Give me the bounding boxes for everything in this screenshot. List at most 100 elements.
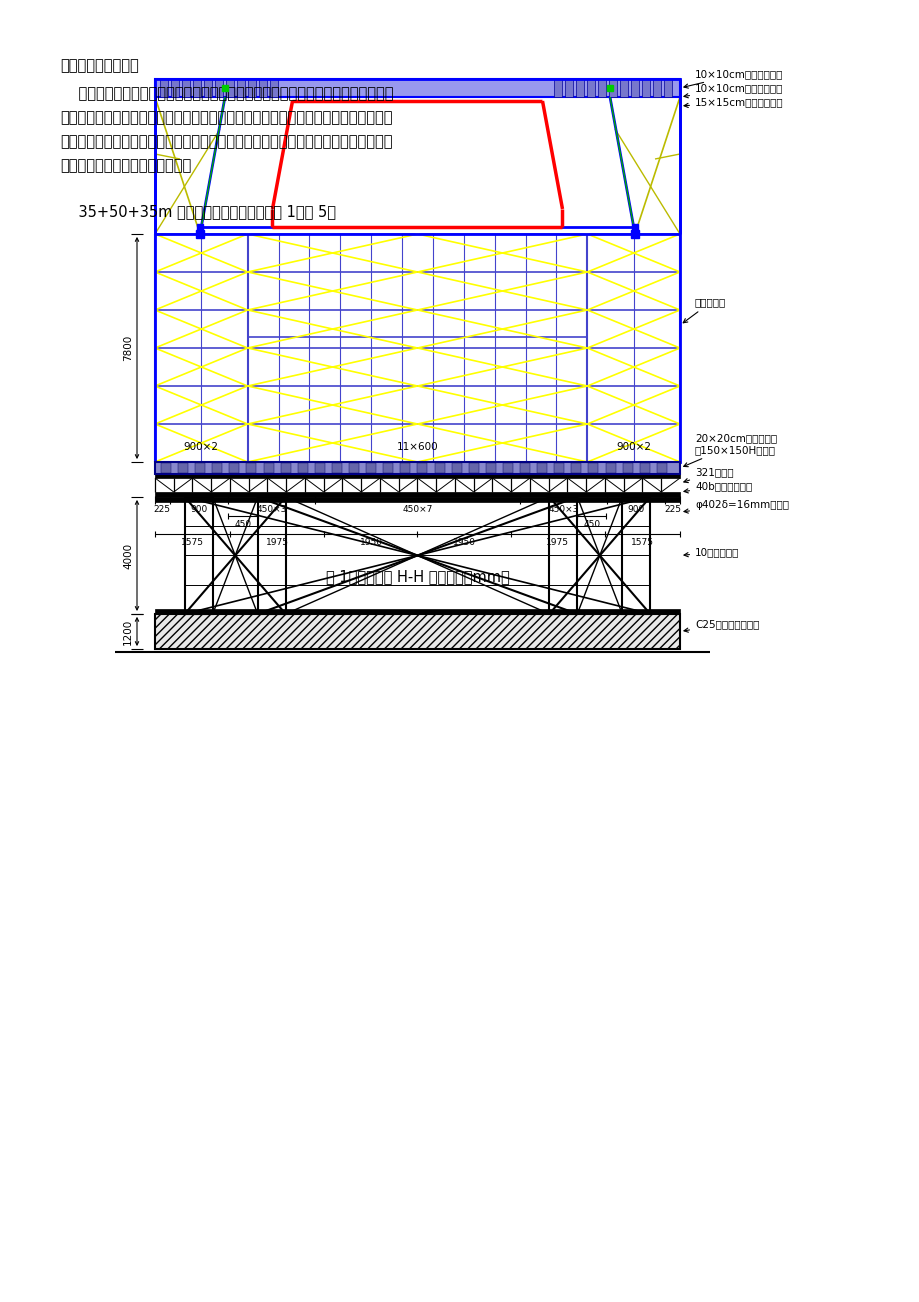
Bar	[619, 79, 628, 98]
Bar	[400, 464, 410, 473]
Text: 450×3: 450×3	[256, 505, 287, 514]
Bar	[588, 464, 598, 473]
Bar	[280, 464, 290, 473]
Text: 450: 450	[234, 519, 252, 529]
Bar	[314, 464, 324, 473]
Bar	[154, 474, 679, 478]
Bar	[298, 464, 308, 473]
Text: 4000: 4000	[123, 543, 133, 569]
Text: 1575: 1575	[181, 538, 204, 547]
Text: 1575: 1575	[630, 538, 653, 547]
Bar	[656, 464, 666, 473]
Bar	[586, 79, 595, 98]
Bar	[553, 79, 562, 98]
Text: 场绑扎。钢绞线采用砂轮切割机现场切割，分类编束，人工配合卷扬机穿束。混凝土集: 场绑扎。钢绞线采用砂轮切割机现场切割，分类编束，人工配合卷扬机穿束。混凝土集	[60, 109, 392, 125]
Bar	[226, 79, 233, 98]
Bar	[571, 464, 581, 473]
Bar	[154, 79, 679, 462]
Bar	[154, 462, 679, 474]
Bar	[269, 79, 278, 98]
Bar	[215, 79, 222, 98]
Bar	[622, 464, 632, 473]
Bar	[597, 79, 606, 98]
Text: 900: 900	[627, 505, 644, 514]
Bar	[212, 464, 222, 473]
Bar	[451, 464, 461, 473]
Bar	[178, 464, 187, 473]
Text: 900×2: 900×2	[616, 441, 651, 452]
Bar	[549, 497, 577, 615]
Bar	[257, 497, 286, 615]
Bar	[161, 464, 171, 473]
Bar	[154, 497, 679, 503]
Bar	[229, 464, 239, 473]
Bar	[348, 464, 358, 473]
Bar	[154, 79, 679, 98]
Bar	[195, 464, 205, 473]
Text: 1975: 1975	[266, 538, 289, 547]
Bar	[154, 609, 679, 615]
Bar	[366, 464, 376, 473]
Text: 接支撑于承台顶面。: 接支撑于承台顶面。	[60, 59, 139, 73]
Text: 225: 225	[664, 505, 680, 514]
Bar	[171, 79, 179, 98]
Text: 1975: 1975	[546, 538, 569, 547]
Bar	[485, 464, 495, 473]
Text: 1950: 1950	[359, 538, 382, 547]
Text: 碗扣式支架: 碗扣式支架	[683, 297, 725, 323]
Text: 900: 900	[190, 505, 207, 514]
Text: 450×7: 450×7	[402, 505, 432, 514]
Text: 1950: 1950	[452, 538, 475, 547]
Text: φ402δ=16mm钢管柱: φ402δ=16mm钢管柱	[683, 500, 789, 513]
Bar	[652, 79, 660, 98]
Bar	[575, 79, 584, 98]
Bar	[182, 79, 190, 98]
Bar	[434, 464, 444, 473]
Bar	[639, 464, 649, 473]
Bar	[154, 615, 679, 648]
Text: 10×10cm方木（竖向）: 10×10cm方木（竖向）	[683, 69, 782, 89]
Text: 35+50+35m 连续梁支架布置情况详见图 1～图 5：: 35+50+35m 连续梁支架布置情况详见图 1～图 5：	[60, 204, 335, 219]
Text: 20×20cm方木上横梁
（150×150H型钢）: 20×20cm方木上横梁 （150×150H型钢）	[683, 434, 777, 466]
Text: C25混凝土条形基础: C25混凝土条形基础	[683, 618, 758, 633]
Text: 时横截面预应力束必须对称进行。: 时横截面预应力束必须对称进行。	[60, 158, 191, 173]
Bar	[564, 79, 573, 98]
Text: 900×2: 900×2	[184, 441, 219, 452]
Bar	[553, 464, 563, 473]
Text: 450: 450	[583, 519, 600, 529]
Text: 10×10cm方木（纵向）: 10×10cm方木（纵向）	[683, 83, 782, 98]
Bar	[630, 79, 639, 98]
Bar	[185, 497, 212, 615]
Bar	[664, 79, 671, 98]
Bar	[417, 464, 427, 473]
Bar	[621, 497, 650, 615]
Text: 450×3: 450×3	[548, 505, 578, 514]
Bar	[641, 79, 650, 98]
Text: 11×600: 11×600	[396, 441, 437, 452]
Text: 15×15cm方木（横向）: 15×15cm方木（横向）	[683, 98, 783, 108]
Bar	[383, 464, 393, 473]
Bar	[259, 79, 267, 98]
Bar	[160, 79, 168, 98]
Text: 中拌合，搅拌运输车运输，泵送入模。待混凝土达到设计要求后进行预应力张拉，张拉: 中拌合，搅拌运输车运输，泵送入模。待混凝土达到设计要求后进行预应力张拉，张拉	[60, 134, 392, 148]
Bar	[248, 79, 255, 98]
Bar	[264, 464, 273, 473]
Bar	[193, 79, 200, 98]
Bar	[237, 79, 244, 98]
Text: 10槽钢连接杆: 10槽钢连接杆	[683, 547, 739, 557]
Bar	[503, 464, 513, 473]
Text: 图 1：贝雷支架 H-H 横断面图（mm）: 图 1：贝雷支架 H-H 横断面图（mm）	[325, 569, 509, 585]
Text: 7800: 7800	[123, 335, 133, 361]
Bar	[608, 79, 617, 98]
Bar	[154, 492, 679, 497]
Bar	[469, 464, 478, 473]
Bar	[605, 464, 615, 473]
Text: 225: 225	[153, 505, 171, 514]
Text: 321贝雷梁: 321贝雷梁	[683, 467, 732, 483]
Bar	[204, 79, 211, 98]
Bar	[246, 464, 256, 473]
Text: 40b工字钢下横梁: 40b工字钢下横梁	[683, 480, 752, 493]
Text: 外模板采用竹胶板、内模采用木胶拼接而成。钢筋在加工场集中加工成型后运至现: 外模板采用竹胶板、内模采用木胶拼接而成。钢筋在加工场集中加工成型后运至现	[60, 86, 393, 102]
Bar	[332, 464, 342, 473]
Bar	[537, 464, 547, 473]
